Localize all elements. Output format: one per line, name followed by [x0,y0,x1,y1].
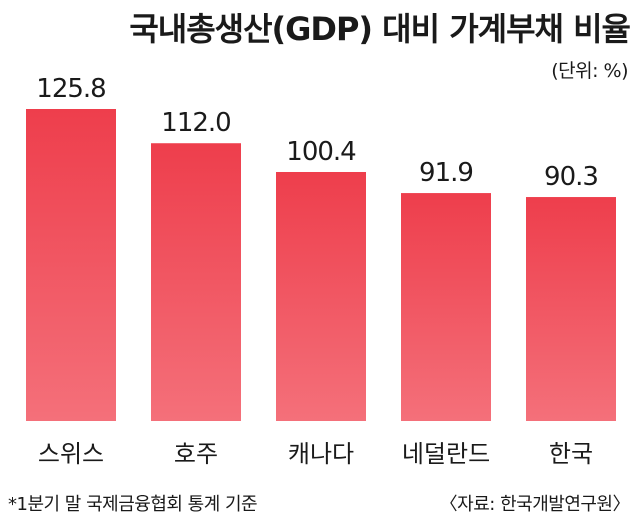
category-label: 한국 [549,440,593,468]
bar-value-label: 125.8 [36,74,105,104]
bar-value-label: 91.9 [419,158,473,188]
category-label: 네덜란드 [402,440,490,468]
bar-2 [276,171,366,421]
category-label: 캐나다 [288,440,354,468]
category-label: 호주 [174,440,218,468]
bar-value-label: 90.3 [544,162,598,192]
bar-value-label: 100.4 [286,137,356,167]
category-label: 스위스 [38,440,104,468]
footnote: *1분기 말 국제금융협회 통계 기준 [8,494,258,515]
chart-title: 국내총생산(GDP) 대비 가계부채 비율 [129,10,631,48]
bar-0 [26,109,116,421]
bar-value-label: 112.0 [161,108,230,138]
bar-4 [526,197,616,421]
source-note: 〈자료: 한국개발연구원〉 [439,494,631,515]
bar-3 [401,193,491,421]
unit-label: (단위: %) [551,60,628,82]
bar-1 [151,143,241,421]
